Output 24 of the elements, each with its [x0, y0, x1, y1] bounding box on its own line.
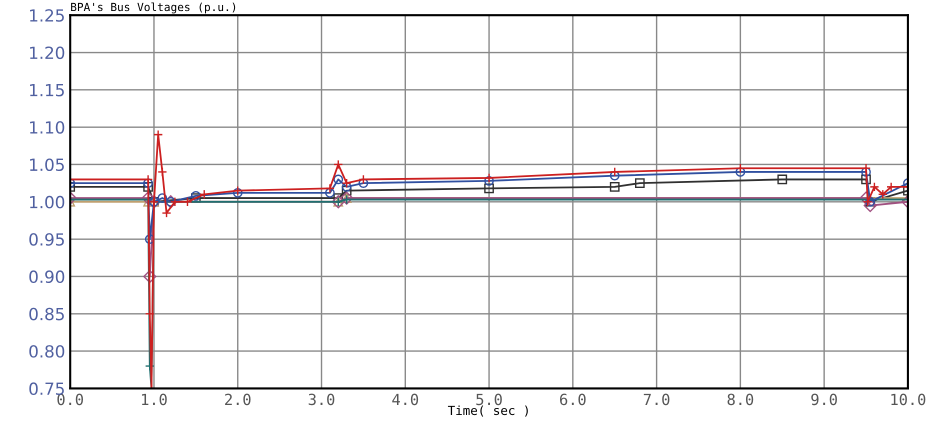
- x-tick-label: 6.0: [560, 394, 586, 406]
- y-tick-label: 0.80: [29, 345, 64, 358]
- y-tick-label: 1.10: [30, 121, 64, 134]
- x-tick-label: 5.0: [476, 394, 502, 406]
- y-tick-label: 1.25: [30, 9, 64, 22]
- chart-title: BPA's Bus Voltages (p.u.): [71, 2, 236, 14]
- x-axis-title: Time( sec ): [448, 405, 528, 417]
- y-tick-label: 1.20: [30, 46, 64, 60]
- y-tick-label: 1.00: [30, 196, 64, 208]
- x-tick-label: 8.0: [728, 394, 754, 406]
- y-tick-label: 1.15: [30, 84, 64, 96]
- y-tick-label: 0.90: [29, 270, 64, 284]
- x-tick-label: 4.0: [392, 394, 418, 406]
- x-tick-label: 3.0: [308, 394, 334, 406]
- x-tick-label: 1.0: [142, 394, 167, 406]
- y-tick-label: 0.95: [29, 233, 64, 246]
- y-tick-label: 0.85: [29, 308, 64, 320]
- x-tick-label: 2.0: [225, 394, 251, 406]
- x-tick-label: 9.0: [811, 394, 837, 406]
- x-tick-label: 7.0: [644, 394, 670, 406]
- y-tick-label: 1.05: [30, 158, 64, 172]
- x-tick-label: 10.0: [891, 394, 926, 406]
- y-tick-label: 0.75: [29, 382, 64, 395]
- x-tick-label: 0.0: [57, 394, 84, 406]
